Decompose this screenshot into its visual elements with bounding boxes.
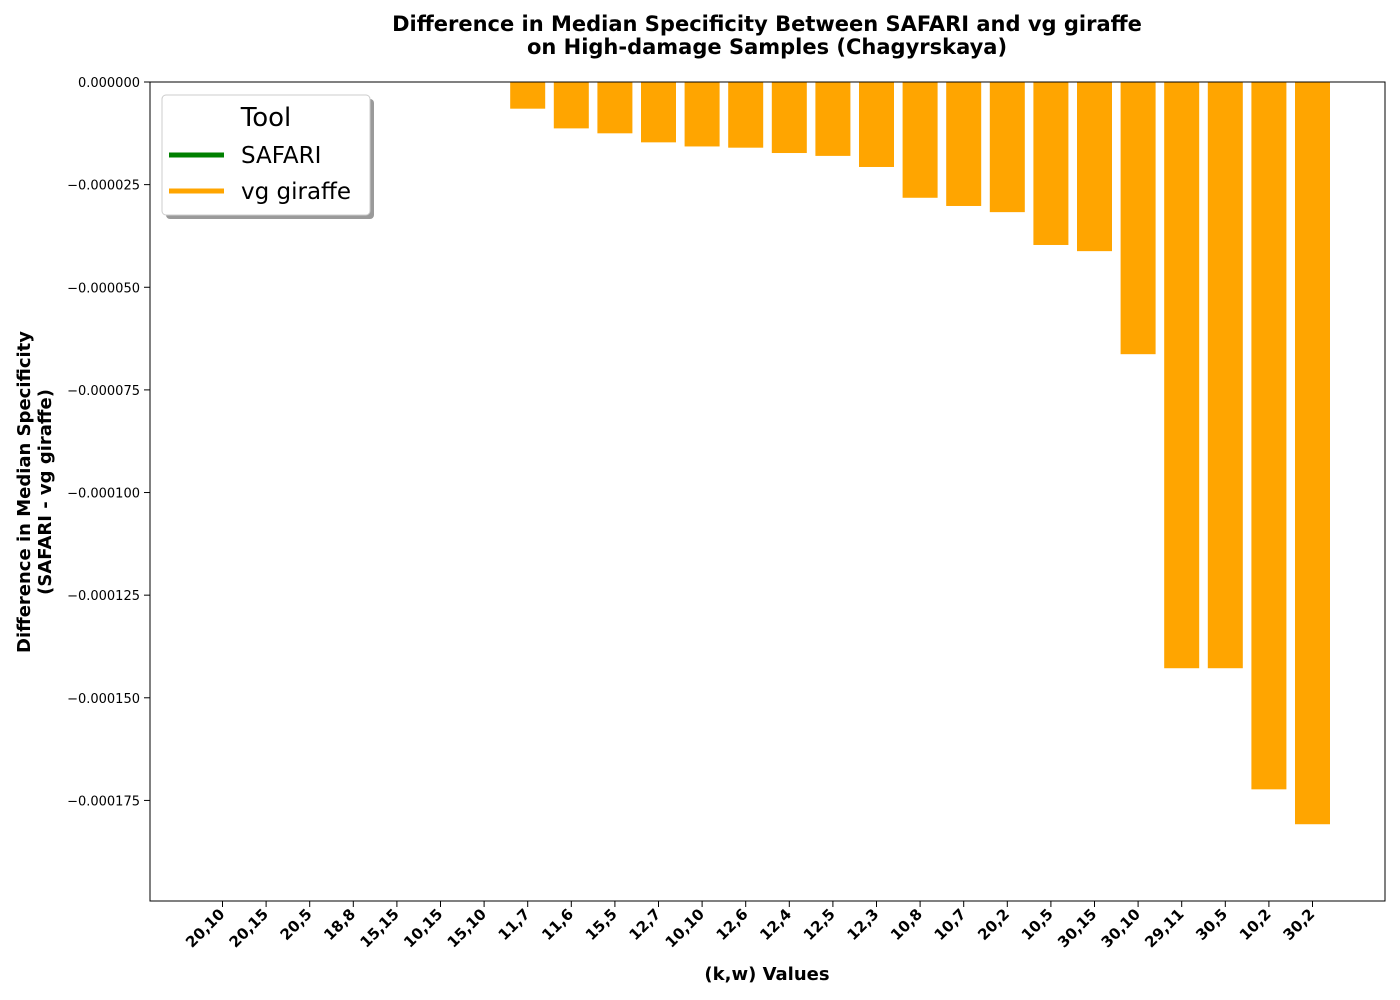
x-tick-label: 12,5 (800, 905, 839, 944)
x-tick-label: 20,2 (974, 905, 1013, 944)
y-tick-label: 0.000000 (78, 76, 140, 91)
y-tick-label: −0.000125 (67, 589, 140, 604)
bar-12-4 (771, 82, 807, 154)
x-tick-label: 10,15 (400, 905, 446, 951)
bar-29-11 (1164, 82, 1200, 669)
x-tick-label: 12,7 (625, 905, 664, 944)
legend-label-safari: SAFARI (241, 143, 321, 169)
legend: Tool SAFARI vg giraffe (161, 94, 374, 219)
bar-12-6 (728, 82, 764, 148)
x-axis-label: (k,w) Values (704, 964, 829, 985)
bar-10-7 (946, 82, 982, 206)
bar-10-10 (684, 82, 720, 147)
y-axis-label-sub: (SAFARI - vg giraffe) (35, 389, 56, 595)
bar-30-15 (1077, 82, 1112, 252)
x-tick-label: 10,10 (662, 905, 708, 951)
bar-10-5 (1033, 82, 1069, 245)
legend-title: Tool (240, 103, 292, 133)
x-tick-label: 29,11 (1141, 905, 1187, 951)
bar-12-3 (859, 82, 894, 167)
y-axis: 0.000000 −0.000025 −0.000050 −0.000075 −0.00… (67, 76, 150, 809)
bar-12-5 (815, 82, 851, 156)
y-tick-label: −0.000025 (67, 179, 140, 194)
legend-box (161, 94, 371, 216)
bar-10-2 (1251, 82, 1287, 790)
bar-30-5 (1207, 82, 1243, 669)
y-tick-label: −0.000075 (67, 384, 140, 399)
x-tick-label: 30,15 (1054, 905, 1100, 951)
x-tick-label: 20,10 (182, 905, 228, 951)
x-tick-label: 11,7 (495, 905, 534, 944)
y-tick-label: −0.000050 (67, 281, 140, 296)
bar-30-2 (1295, 82, 1330, 825)
y-axis-label: Difference in Median Specificity (14, 331, 35, 653)
bar-12-7 (641, 82, 676, 143)
x-tick-label: 10,2 (1236, 905, 1275, 944)
x-tick-label: 11,6 (538, 905, 577, 944)
x-tick-label: 20,5 (277, 905, 316, 944)
chart-title: Difference in Median Specificity Between… (392, 12, 1142, 36)
x-tick-label: 15,15 (356, 905, 402, 951)
plot-frame (149, 81, 1386, 902)
x-tick-label: 12,6 (713, 905, 752, 944)
bar-30-10 (1120, 82, 1156, 355)
legend-label-vg-giraffe: vg giraffe (241, 179, 351, 205)
x-tick-label: 12,4 (756, 905, 795, 944)
chart-subtitle: on High-damage Samples (Chagyrskaya) (527, 35, 1007, 59)
x-tick-label: 18,8 (320, 905, 359, 944)
bar-10-8 (902, 82, 938, 198)
bar-11-7 (510, 82, 546, 109)
y-tick-label: −0.000150 (67, 692, 140, 707)
x-tick-label: 10,7 (931, 905, 970, 944)
x-tick-label: 10,5 (1018, 905, 1057, 944)
bars-group (510, 82, 1330, 825)
bar-11-6 (553, 82, 589, 129)
x-tick-label: 20,15 (226, 905, 272, 951)
x-tick-label: 30,5 (1192, 905, 1231, 944)
x-tick-label: 12,3 (843, 905, 882, 944)
x-tick-label: 15,10 (444, 905, 490, 951)
x-tick-label: 30,2 (1279, 905, 1318, 944)
x-tick-label: 30,10 (1098, 905, 1144, 951)
x-tick-label: 15,5 (582, 905, 621, 944)
x-tick-label: 10,8 (887, 905, 926, 944)
y-tick-label: −0.000100 (67, 487, 140, 502)
bar-15-5 (597, 82, 633, 134)
bar-20-2 (989, 82, 1025, 213)
y-tick-label: −0.000175 (67, 794, 140, 809)
